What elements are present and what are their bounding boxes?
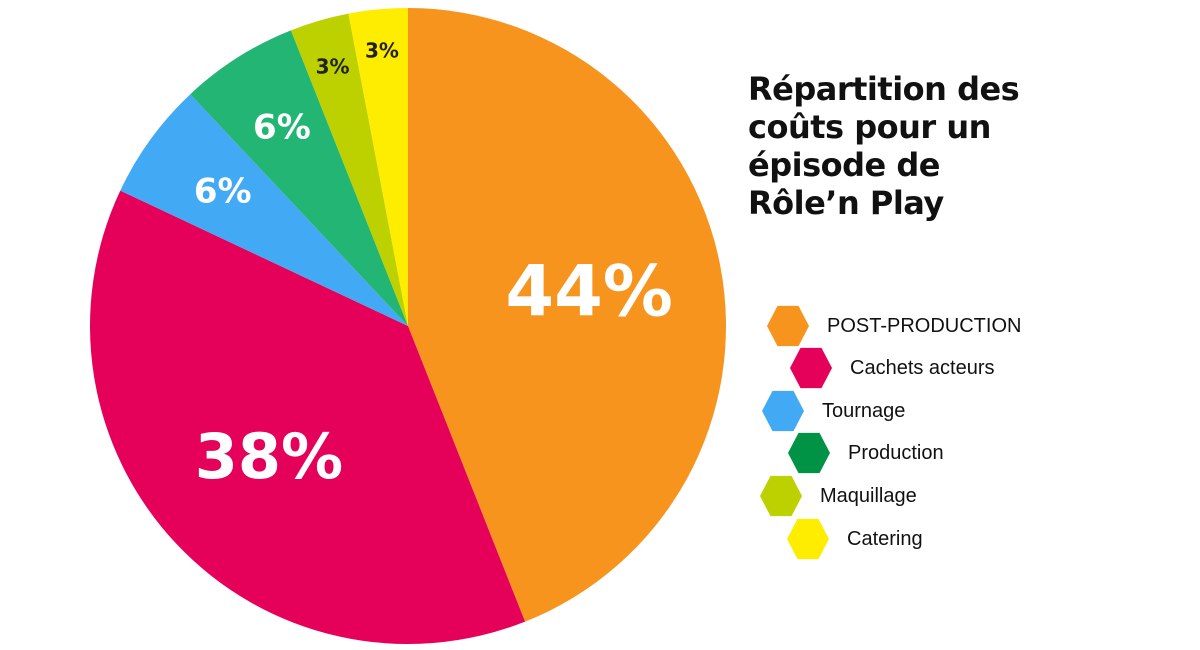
pie-slice-tournage bbox=[120, 94, 408, 326]
hexagon-swatch-icon bbox=[790, 347, 832, 389]
slice-value-label: 44% bbox=[505, 250, 673, 332]
hexagon-swatch-icon bbox=[762, 390, 804, 432]
legend-item-post-production: POST-PRODUCTION bbox=[767, 304, 1021, 348]
slice-value-label: 6% bbox=[253, 107, 311, 147]
slice-value-label: 3% bbox=[316, 54, 350, 78]
legend-label: Maquillage bbox=[820, 484, 917, 507]
hexagon-swatch-icon bbox=[787, 518, 829, 560]
slice-value-label: 38% bbox=[195, 420, 343, 493]
legend-item-maquillage: Maquillage bbox=[760, 474, 917, 518]
legend-label: POST-PRODUCTION bbox=[827, 314, 1022, 337]
pie-slice-post-production bbox=[408, 8, 727, 622]
chart-title-line: Rôle’n Play bbox=[748, 184, 944, 222]
chart-title-line: épisode de bbox=[748, 146, 940, 184]
hexagon-swatch-icon bbox=[760, 475, 802, 517]
legend-label: Tournage bbox=[822, 399, 906, 422]
legend-label: Production bbox=[848, 441, 944, 464]
slice-value-label: 3% bbox=[365, 39, 399, 63]
chart-title-line: coûts pour un bbox=[748, 108, 991, 146]
legend-label: Cachets acteurs bbox=[850, 356, 995, 379]
legend-item-cachets-acteurs: Cachets acteurs bbox=[790, 346, 995, 390]
legend-item-tournage: Tournage bbox=[762, 389, 905, 433]
legend-item-catering: Catering bbox=[787, 517, 923, 561]
chart-title-line: Répartition des bbox=[748, 70, 1020, 108]
hexagon-swatch-icon bbox=[767, 305, 809, 347]
pie-slice-maquillage bbox=[290, 13, 408, 326]
pie-slice-cachets-acteurs bbox=[90, 190, 526, 645]
pie-chart: 44% 38% 6%6% 3% 3% bbox=[90, 7, 727, 645]
pie-slice-production bbox=[190, 30, 408, 326]
legend-item-production: Production bbox=[788, 431, 944, 475]
hexagon-swatch-icon bbox=[788, 432, 830, 474]
pie-slice-catering bbox=[348, 7, 408, 326]
slice-value-label: 6% bbox=[194, 171, 252, 211]
legend-label: Catering bbox=[847, 527, 923, 550]
chart-title: Répartition des coûts pour un épisode de… bbox=[748, 70, 1148, 222]
